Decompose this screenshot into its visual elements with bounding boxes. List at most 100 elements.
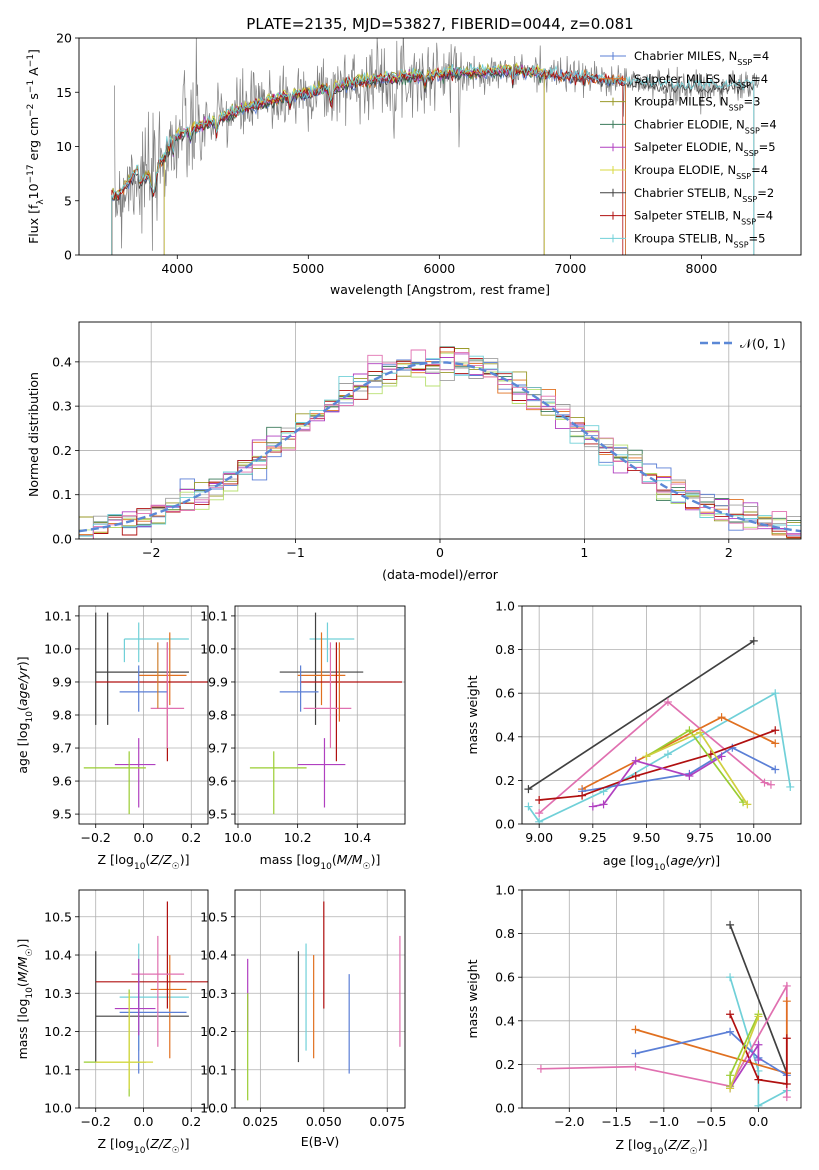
weight_vs_age-point-marker: [771, 726, 780, 735]
residuals-ytick-label: 0.0: [52, 532, 72, 547]
weight_vs_Z-xtick-label: −2.0: [554, 1114, 584, 1129]
weight_vs_Z-series-line: [729, 976, 788, 1108]
weight_vs_age-series-line: [539, 729, 776, 801]
weight_vs_Z-xtick-label: −1.5: [601, 1114, 631, 1129]
weight_vs_Z-point-marker: [782, 1034, 791, 1043]
residuals-ytick-label: 0.3: [52, 399, 72, 414]
mass_vs_Z-frame: [78, 889, 209, 1109]
spectrum-observed-line: [114, 38, 760, 251]
mass_vs_Z-xtick-label: 0.2: [181, 1114, 201, 1129]
weight_vs_age-point-marker: [760, 778, 769, 787]
residuals-frame: [78, 321, 802, 540]
spectrum-legend-entry: Kroupa STELIB, NSSP=5: [634, 231, 765, 249]
residuals-histogram: [79, 355, 801, 539]
residuals-xlabel: (data-model)/error: [382, 567, 499, 582]
age_vs_mass-ytick-label: 9.7: [208, 741, 228, 756]
weight_vs_age-point-marker: [771, 689, 780, 698]
residuals-histogram: [79, 349, 801, 539]
age_vs_Z-frame: [78, 605, 209, 825]
weight_vs_Z-ytick-label: 0.0: [495, 1101, 515, 1116]
weight_vs_age-point-marker: [631, 772, 640, 781]
spectrum-ylabel: Flux [fλ10−17 erg cm−2 s−1 A−1]: [26, 49, 46, 244]
weight_vs_Z-xtick-label: −0.5: [696, 1114, 726, 1129]
residuals-gaussian-curve: [78, 361, 802, 533]
weight_vs_age-point-marker: [771, 739, 780, 748]
weight_vs_age-xtick-label: 9.50: [633, 830, 661, 845]
weight_vs_age-point-marker: [642, 752, 651, 761]
weight_vs_Z-ytick-label: 1.0: [495, 883, 515, 898]
weight_vs_age-point-marker: [578, 791, 587, 800]
weight_vs_Z-point-marker: [536, 1064, 545, 1073]
weight_vs_age-series-line: [592, 755, 723, 808]
mass_vs_ebv-xtick-label: 0.025: [242, 1114, 278, 1129]
weight_vs_age-point-marker: [717, 752, 726, 761]
spectrum-ytick-label: 0: [64, 248, 72, 263]
residuals-xtick-label: −1: [286, 545, 304, 560]
mass_vs_ebv-ytick-label: 10.2: [200, 1024, 228, 1039]
spectrum-xtick-label: 5000: [292, 261, 324, 276]
weight_vs_age-series-line: [527, 640, 755, 790]
spectrum-legend-entry: Chabrier ELODIE, NSSP=4: [634, 117, 777, 135]
mass_vs_ebv-frame: [234, 889, 406, 1109]
age_vs_mass-ytick-label: 9.6: [208, 774, 228, 789]
weight_vs_Z-point-marker: [782, 997, 791, 1006]
weight_vs_age-point-marker: [685, 772, 694, 781]
mass_vs_Z-ylabel: mass [log10(M/M☉)]: [15, 939, 35, 1060]
residuals-histogram: [79, 347, 801, 539]
weight_vs_Z-xtick-label: 0.0: [748, 1114, 768, 1129]
age_vs_mass-xtick-label: 10.4: [343, 830, 371, 845]
spectrum-xlabel: wavelength [Angstrom, rest frame]: [330, 282, 550, 297]
weight_vs_age-series-line: [538, 700, 772, 814]
age_vs_mass-frame: [234, 605, 406, 825]
weight_vs_age-point-marker: [771, 765, 780, 774]
mass_vs_ebv-ytick-label: 10.4: [200, 948, 228, 963]
weight_vs_Z-point-marker: [726, 1084, 735, 1093]
weight_vs_Z-point-marker: [631, 1062, 640, 1071]
mass_vs_ebv-xtick-label: 0.050: [306, 1114, 342, 1129]
mass_vs_ebv-xlabel: E(B-V): [301, 1134, 340, 1149]
mass_vs_Z-xtick-label: 0.0: [134, 1114, 154, 1129]
mass_vs_ebv-xtick-label: 0.075: [369, 1114, 405, 1129]
weight_vs_age-ytick-label: 0.2: [495, 773, 515, 788]
residuals-xtick-label: 0: [436, 545, 444, 560]
spectrum-legend-entry: Kroupa MILES, NSSP=3: [634, 95, 760, 113]
age_vs_mass-xlabel: mass [log10(M/M☉)]: [260, 852, 381, 872]
weight_vs_age-series-line: [646, 729, 744, 803]
weight_vs_Z-ytick-label: 0.2: [495, 1057, 515, 1072]
age_vs_Z-xtick-label: −0.2: [81, 830, 111, 845]
spectrum-model-line: [163, 63, 545, 255]
weight_vs_age-point-marker: [663, 697, 672, 706]
weight_vs_age-xtick-label: 9.25: [579, 830, 607, 845]
weight_vs_age-point-marker: [766, 780, 775, 789]
residuals-xtick-label: 2: [725, 545, 733, 560]
spectrum-ytick-label: 10: [56, 139, 72, 154]
age_vs_Z-ytick-label: 10.1: [44, 608, 72, 623]
age_vs_Z-ytick-label: 9.8: [52, 708, 72, 723]
weight_vs_Z-series-line: [729, 1016, 760, 1089]
mass_vs_Z-ytick-label: 10.0: [44, 1101, 72, 1116]
weight_vs_Z-ytick-label: 0.8: [495, 926, 515, 941]
weight_vs_age-axes: 9.00 9.25 9.50 9.75 10.00 0.0 0.2 0.4 0.6 0.8 1.0: [495, 599, 801, 845]
mass_vs_Z-ytick-label: 10.1: [44, 1062, 72, 1077]
weight_vs_age-xlabel: age [log10(age/yr)]: [603, 853, 720, 873]
age_vs_mass-ytick-label: 9.5: [208, 807, 228, 822]
residuals-ytick-label: 0.4: [52, 354, 72, 369]
weight_vs_age-point-marker: [749, 636, 758, 645]
weight_vs_age-xtick-label: 9.00: [525, 830, 553, 845]
mass_vs_ebv-ytick-label: 10.0: [200, 1101, 228, 1116]
mass_vs_Z-axes: −0.2 0.0 0.2 10.0 10.1 10.2 10.3 10.4 10.5: [44, 890, 208, 1129]
weight_vs_age-ytick-label: 0.6: [495, 686, 515, 701]
weight_vs_Z-point-marker: [631, 1025, 640, 1034]
weight_vs_Z-point-marker: [726, 973, 735, 982]
spectrum-legend-entry: Salpeter STELIB, NSSP=4: [634, 209, 773, 227]
weight_vs_age-point-marker: [786, 782, 795, 791]
weight_vs_age-point-marker: [685, 726, 694, 735]
age_vs_mass-xtick-label: 10.2: [284, 830, 312, 845]
age_vs_mass-ytick-label: 9.9: [208, 674, 228, 689]
mass_vs_Z-xtick-label: −0.2: [81, 1114, 111, 1129]
spectrum-xtick-label: 6000: [423, 261, 455, 276]
weight_vs_age-point-marker: [717, 713, 726, 722]
weight_vs_age-ytick-label: 0.8: [495, 642, 515, 657]
weight_vs_Z-point-marker: [782, 1093, 791, 1102]
